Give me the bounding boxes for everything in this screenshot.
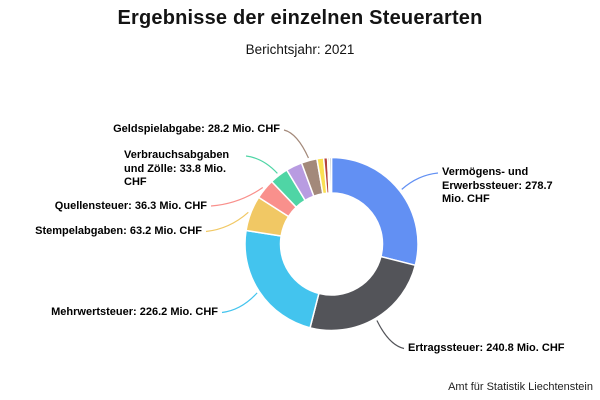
leader-line-vermoegens <box>401 172 439 190</box>
pie-slice-ertrag[interactable] <box>309 255 417 332</box>
pie-slice-vermoegens[interactable] <box>330 156 419 267</box>
label-ertragssteuer: Ertragssteuer: 240.8 Mio. CHF <box>408 342 565 354</box>
leader-line-mehrwert <box>221 292 258 314</box>
label-quellensteuer: Quellensteuer: 36.3 Mio. CHF <box>54 200 207 212</box>
label-geldspielabgabe: Geldspielabgabe: 28.2 Mio. CHF <box>113 123 280 135</box>
chart-title: Ergebnisse der einzelnen Steuerarten <box>117 7 483 29</box>
label-mehrwertsteuer: Mehrwertsteuer: 226.2 Mio. CHF <box>51 306 218 318</box>
leader-line-geldspiel <box>283 129 310 159</box>
label-stempelabgaben: Stempelabgaben: 63.2 Mio. CHF <box>35 225 202 237</box>
label-verbrauchsabgaben: Verbrauchsabgaben und Zölle: 33.8 Mio. C… <box>124 149 230 188</box>
label-vermoegens-erwerbssteuer: Vermögens- und Erwerbssteuer: 278.7 Mio.… <box>442 166 553 205</box>
source-attribution: Amt für Statistik Liechtenstein <box>448 381 593 393</box>
pie-slice[interactable] <box>328 156 333 194</box>
chart-subtitle: Berichtsjahr: 2021 <box>245 42 355 57</box>
leader-line-verbrauchs <box>245 155 278 174</box>
leader-line-stempel <box>205 211 249 233</box>
pie-slice-mehrwert[interactable] <box>244 229 320 329</box>
leader-line-quellen <box>210 186 264 207</box>
leader-line-ertrag <box>376 320 405 350</box>
